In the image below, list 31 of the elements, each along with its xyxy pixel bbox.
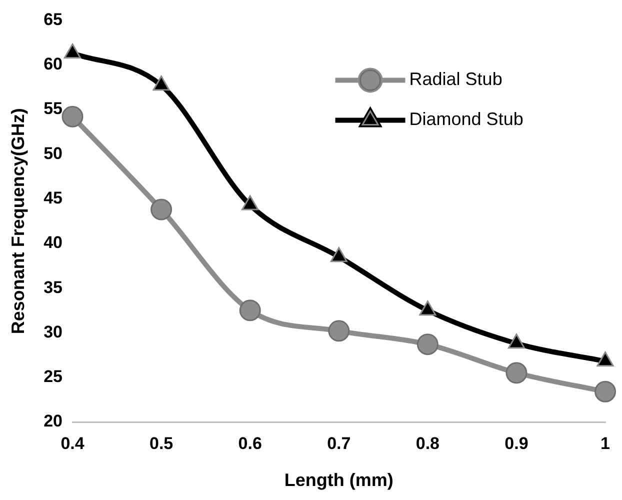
point [64,43,82,58]
point [330,247,348,262]
x-tick-label: 0.9 [504,434,528,453]
y-tick-label: 45 [44,188,63,208]
x-tick-label: 0.8 [416,434,440,453]
x-tick-label: 0.4 [60,434,85,453]
y-tick-label: 65 [44,10,63,29]
x-tick-label: 0.6 [238,434,262,453]
x-axis-title: Length (mm) [284,470,394,490]
legend-label: Diamond Stub [409,109,524,130]
point [150,198,172,220]
x-tick-label: 0.5 [149,434,174,453]
point [239,300,261,322]
point [594,380,616,402]
point [506,362,528,384]
y-tick-label: 35 [44,278,63,297]
point [242,195,259,210]
y-tick-label: 20 [44,412,63,431]
x-tick-label: 1 [600,434,610,453]
y-tick-label: 25 [44,367,63,386]
x-tick-label: 0.7 [327,434,351,453]
y-tick-label: 50 [44,144,63,163]
y-axis-title: Resonant Frequency(GHz) [8,108,28,334]
y-tick-label: 30 [44,322,63,342]
legend-label: Radial Stub [409,69,502,90]
y-tick-label: 55 [44,99,63,118]
y-tick-label: 60 [44,54,63,74]
point [328,320,350,342]
point [152,76,170,91]
point [416,334,438,356]
y-tick-label: 40 [44,233,63,252]
